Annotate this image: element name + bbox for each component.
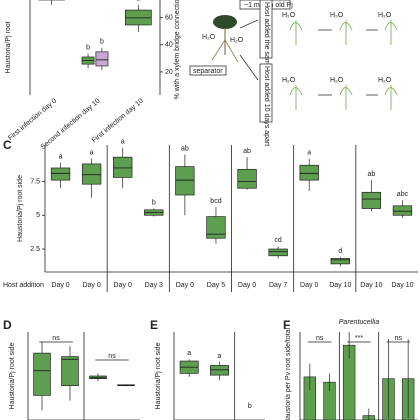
- label-box: [189, 65, 227, 76]
- y-axis-label: Haustoria/Pj root: [5, 21, 12, 73]
- box: [33, 352, 51, 396]
- water-label: H₂O: [378, 77, 392, 84]
- y-tick-label: 5: [36, 212, 40, 219]
- box: [81, 163, 102, 185]
- group-letter: a: [136, 0, 140, 3]
- x-tick-label: Day 0: [300, 282, 318, 289]
- y-axis-label: Haustoria/Pj root side: [17, 175, 24, 242]
- x-tick-label: Day 0: [238, 282, 256, 289]
- x-tick-label: Day 10: [360, 282, 382, 289]
- x-axis-label: Host addition: [3, 282, 44, 289]
- group-letter: ab: [367, 171, 375, 178]
- group-letter: b: [86, 44, 90, 51]
- arrow: [239, 19, 259, 29]
- panel-letter: F: [283, 318, 290, 332]
- condition-label: Host added the same time: [263, 2, 270, 84]
- box: [61, 356, 79, 387]
- water-label: H₂O: [330, 77, 344, 84]
- water-label: H₂O: [378, 12, 392, 19]
- box: [206, 216, 226, 239]
- diagram: ~1 month old Pj H₂O H₂O separator Host a…: [189, 0, 398, 146]
- water-label: H₂O: [330, 12, 344, 19]
- chart-panel: [33, 341, 135, 411]
- plant-icon: [211, 15, 239, 63]
- x-tick-label: Day 0: [51, 282, 69, 289]
- y-tick-label: 2.5: [30, 246, 40, 253]
- chart-panel: [179, 359, 229, 381]
- arrow: [318, 29, 378, 96]
- box: [175, 166, 195, 196]
- group-letter: a: [90, 149, 94, 156]
- water-label: H₂O: [230, 37, 244, 44]
- y2-tick-label: 40: [165, 42, 173, 49]
- x-tick-label: Day 10: [391, 282, 413, 289]
- significance-label: ***: [355, 335, 363, 342]
- chart-panel: [38, 0, 152, 70]
- group-letter: a: [187, 350, 191, 357]
- group-letter: b: [248, 403, 252, 410]
- panel-letter: D: [3, 318, 12, 332]
- x-tick-label: Day 0: [176, 282, 194, 289]
- group-letter: cd: [274, 237, 282, 244]
- significance-label: ns: [316, 335, 324, 342]
- y-axis-label: Haustoria/Pj root side: [9, 342, 16, 409]
- x-tick-label: Day 0: [114, 282, 132, 289]
- group-letter: bcd: [210, 198, 221, 205]
- box: [299, 164, 319, 181]
- group-letter: ab: [181, 145, 189, 152]
- y2-tick-label: 20: [165, 69, 173, 76]
- y2-tick-label: 60: [165, 14, 173, 21]
- significance-label: ns: [108, 353, 116, 360]
- group-letter: a: [59, 153, 63, 160]
- group-letter: d: [338, 248, 342, 255]
- group-letter: abc: [397, 191, 409, 198]
- group-letter: a: [218, 353, 222, 360]
- separator-label: separator: [193, 68, 223, 75]
- water-label: H₂O: [282, 12, 296, 19]
- y2-axis-label: % with a xylem bridge connection: [174, 0, 181, 99]
- chart-panel: [50, 147, 413, 267]
- x-tick-label: Day 0: [82, 282, 100, 289]
- label-box: [259, 63, 273, 123]
- panel-letter: E: [150, 318, 158, 332]
- x-tick-label: Day 7: [269, 282, 287, 289]
- box: [237, 168, 257, 189]
- x-tick-label: Day 5: [207, 282, 225, 289]
- group-letter: b: [152, 199, 156, 206]
- y-tick-label: 7.5: [30, 178, 40, 185]
- significance-label: ns: [395, 335, 403, 342]
- box: [95, 51, 109, 67]
- box: [50, 167, 71, 181]
- y-axis-label: Haustoria per Pv root side/total: [285, 328, 292, 420]
- significance-label: ns: [52, 335, 60, 342]
- y-axis-label: Haustoria/Pj root side: [155, 342, 162, 409]
- box: [113, 156, 133, 178]
- label-box: [259, 0, 273, 59]
- box: [330, 258, 350, 265]
- water-label: H₂O: [282, 77, 296, 84]
- arrow: [239, 54, 259, 81]
- box: [361, 191, 382, 209]
- plant-row: [289, 20, 398, 110]
- group-letter: b: [100, 39, 104, 46]
- x-tick-label: Day 10: [329, 282, 351, 289]
- group-letter: a: [307, 149, 311, 156]
- x-tick-label: Day 3: [145, 282, 163, 289]
- panel-letter: C: [3, 138, 12, 152]
- condition-label: Host added 10 days apart: [263, 66, 270, 146]
- group-letter: ab: [243, 148, 251, 155]
- group-letter: a: [121, 139, 125, 146]
- water-label: H₂O: [202, 34, 216, 41]
- box: [268, 248, 288, 257]
- box: [392, 205, 413, 216]
- chart-title: Parentucellia: [339, 319, 380, 326]
